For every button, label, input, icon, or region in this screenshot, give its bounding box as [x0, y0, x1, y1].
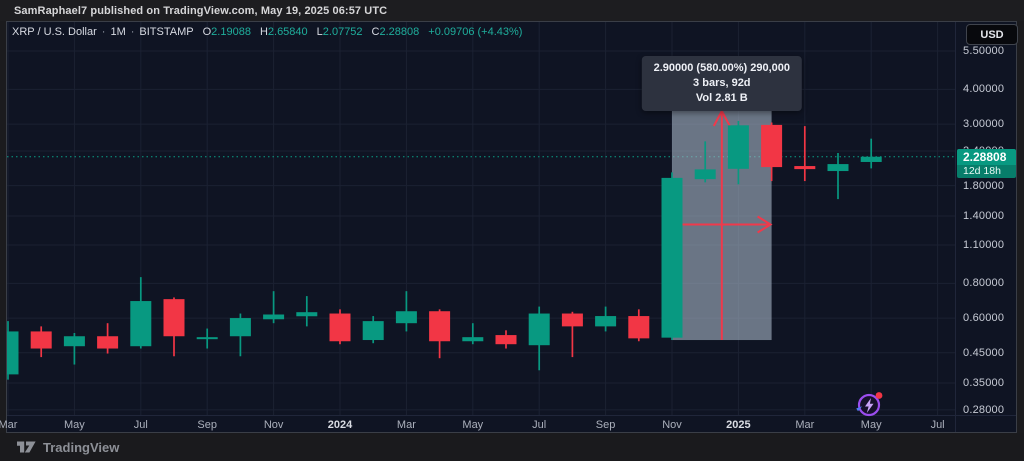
candle-body [296, 312, 318, 317]
interval-label: 1M [110, 26, 126, 38]
tradingview-brand-text[interactable]: TradingView [43, 439, 120, 455]
measure-bars-line: 3 bars, 92d [693, 77, 751, 89]
candle-body [97, 336, 119, 349]
candle-body [595, 316, 617, 327]
candle-body [694, 169, 716, 180]
candle-body [727, 125, 749, 169]
symbol-title: XRP / U.S. Dollar [12, 26, 97, 38]
candle-2024-08 [561, 311, 583, 358]
candle-2025-02 [761, 122, 783, 182]
candle-body [860, 156, 882, 162]
symbol-legend[interactable]: XRP / U.S. Dollar · 1M · BITSTAMP O2.190… [12, 26, 522, 38]
candle-2023-07 [130, 277, 152, 349]
candle-body [628, 316, 650, 339]
candle-body [395, 311, 417, 324]
candle-2023-12 [296, 296, 318, 327]
candle-body [263, 314, 285, 320]
measure-tooltip: 2.90000 (580.00%) 290,000 3 bars, 92d Vo… [641, 56, 802, 111]
candle-2023-03 [7, 321, 19, 380]
measure-overlay[interactable] [672, 108, 773, 341]
candle-body [462, 337, 484, 342]
candle-body [30, 331, 52, 349]
candle-body [362, 321, 384, 341]
candle-2024-04 [429, 309, 451, 359]
spark-arrow [856, 406, 863, 412]
candle-2023-09 [196, 328, 218, 349]
candle-2023-06 [97, 323, 119, 354]
candle-body [196, 337, 218, 340]
lightning-bolt-icon [865, 398, 874, 413]
ohlc-close: C2.28808 [371, 26, 420, 38]
candle-body [229, 318, 251, 337]
ohlc-open: O2.19088 [202, 26, 251, 38]
candle-body [661, 177, 683, 338]
candle-2023-04 [30, 326, 52, 358]
attribution-bar: SamRaphael7 published on TradingView.com… [0, 0, 1024, 21]
candles-layer [7, 120, 882, 380]
measure-right-arrowhead [757, 215, 773, 234]
candle-body [7, 331, 19, 375]
candle-2025-05 [860, 138, 882, 169]
candle-2023-05 [63, 333, 85, 365]
candle-body [528, 313, 550, 346]
grid-layer [7, 22, 955, 415]
notification-dot [875, 392, 883, 399]
bar-countdown: 12d 18h [957, 164, 1016, 178]
candle-body [794, 166, 816, 170]
legend-separator: · [130, 26, 135, 38]
candle-body [163, 299, 185, 337]
current-price-value: 2.28808 [957, 148, 1016, 165]
candle-body [429, 311, 451, 342]
currency-toggle-button[interactable]: USD [966, 24, 1018, 45]
flash-replay-icon[interactable] [854, 389, 886, 419]
candle-body [827, 164, 849, 172]
current-price-tag: 2.28808 12d 18h [957, 148, 1016, 178]
attribution-text: SamRaphael7 published on TradingView.com… [14, 4, 388, 17]
candle-2023-10 [229, 313, 251, 357]
candle-2023-08 [163, 297, 185, 357]
candle-2024-03 [395, 291, 417, 332]
candle-2024-06 [495, 330, 517, 349]
change-label: +0.09706 (+4.43%) [428, 26, 523, 38]
ohlc-low: L2.07752 [316, 26, 363, 38]
measure-change-line: 2.90000 (580.00%) 290,000 [653, 62, 790, 74]
ohlc-high: H2.65840 [259, 26, 308, 38]
candle-2025-03 [794, 126, 816, 182]
candle-2025-04 [827, 153, 849, 200]
measure-volume-line: Vol 2.81 B [695, 92, 748, 104]
candle-body [329, 313, 351, 342]
candle-2024-11 [661, 172, 683, 341]
candle-2024-02 [362, 316, 384, 344]
candle-2024-10 [628, 309, 650, 342]
candle-body [495, 335, 517, 345]
footer-bar: TradingView [0, 433, 1024, 461]
candle-2024-09 [595, 306, 617, 332]
exchange-label: BITSTAMP [139, 26, 194, 38]
candle-2024-12 [694, 141, 716, 183]
candle-2024-07 [528, 306, 550, 371]
tradingview-logo-icon[interactable] [17, 440, 36, 454]
candle-body [561, 313, 583, 327]
measure-up-arrowhead [712, 108, 731, 127]
candle-2023-11 [263, 291, 285, 324]
candle-body [761, 124, 783, 168]
candle-body [130, 301, 152, 347]
candle-2024-01 [329, 309, 351, 345]
candle-2025-01 [727, 120, 749, 185]
candle-2024-05 [462, 323, 484, 345]
candle-body [63, 336, 85, 347]
legend-separator: · [101, 26, 106, 38]
